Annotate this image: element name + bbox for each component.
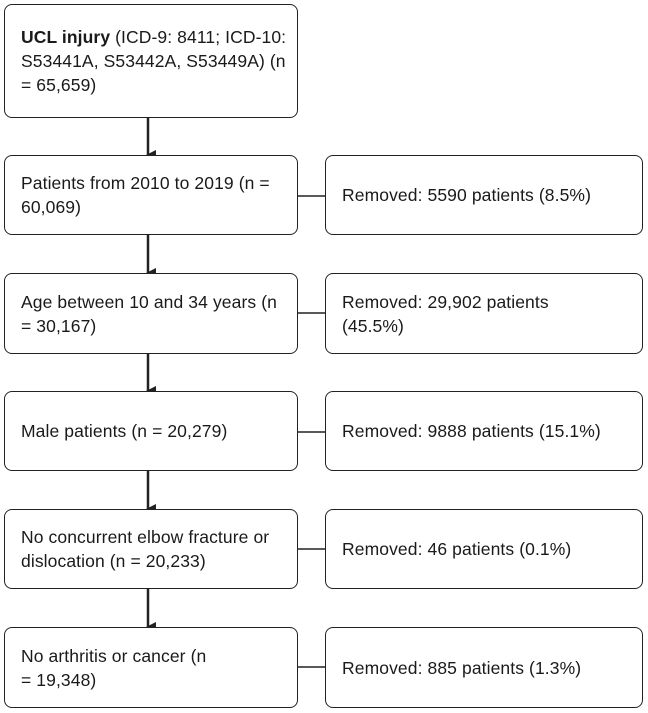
step-no-arthritis-box: No arthritis or cancer (n = 19,348) [4, 627, 298, 708]
removed-male-box: Removed: 9888 patients (15.1%) [325, 391, 643, 471]
removed-years-box: Removed: 5590 patients (8.5%) [325, 155, 643, 235]
step-male-box: Male patients (n = 20,279) [4, 391, 298, 471]
step-ucl-injury-text: UCL injury (ICD-9: 8411; ICD-10: S53441A… [21, 25, 287, 97]
step-no-fracture-box: No concurrent elbow fracture or dislocat… [4, 509, 298, 589]
step-years-text: Patients from 2010 to 2019 (n = 60,069) [21, 173, 270, 217]
step-no-arthritis-text: No arthritis or cancer (n = 19,348) [21, 645, 207, 690]
step-years-box: Patients from 2010 to 2019 (n = 60,069) [4, 155, 298, 235]
removed-arthritis-box: Removed: 885 patients (1.3%) [325, 627, 643, 708]
step-male-text: Male patients (n = 20,279) [21, 421, 228, 441]
removed-fracture-box: Removed: 46 patients (0.1%) [325, 509, 643, 589]
removed-years-text: Removed: 5590 patients (8.5%) [342, 185, 592, 205]
step-ucl-injury-detail: (ICD-9: 8411; ICD-10: S53441A, S53442A, … [21, 27, 287, 95]
step-ucl-injury-box: UCL injury (ICD-9: 8411; ICD-10: S53441A… [4, 4, 298, 118]
step-age-box: Age between 10 and 34 years (n = 30,167) [4, 273, 298, 354]
step-age-text: Age between 10 and 34 years (n = 30,167) [21, 291, 277, 336]
removed-arthritis-text: Removed: 885 patients (1.3%) [342, 657, 582, 678]
removed-male-text: Removed: 9888 patients (15.1%) [342, 421, 601, 441]
removed-age-box: Removed: 29,902 patients (45.5%) [325, 273, 643, 354]
removed-fracture-text: Removed: 46 patients (0.1%) [342, 539, 572, 559]
step-ucl-injury-bold: UCL injury [21, 27, 111, 47]
step-no-fracture-text: No concurrent elbow fracture or dislocat… [21, 527, 270, 571]
removed-age-text: Removed: 29,902 patients (45.5%) [342, 291, 549, 336]
